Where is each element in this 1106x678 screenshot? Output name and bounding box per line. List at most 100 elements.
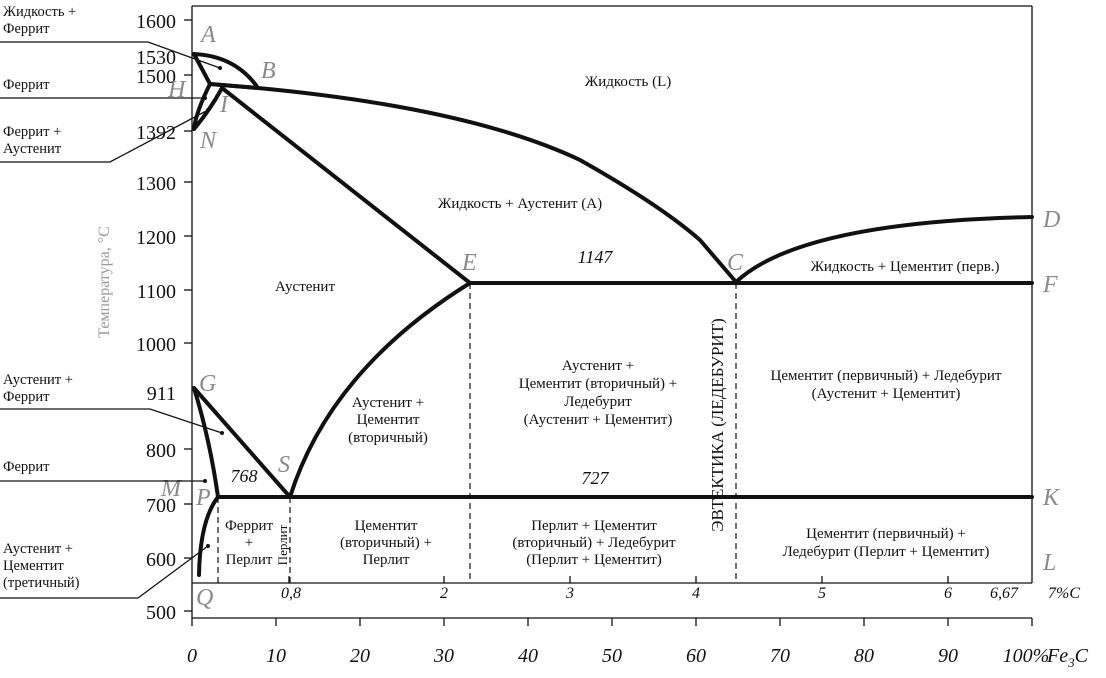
point-label: C — [727, 250, 744, 276]
phase-label: Жидкость + Аустенит (A) — [438, 196, 602, 212]
phase-label: Аустенит — [275, 279, 336, 295]
side-label: Аустенит + — [3, 372, 73, 388]
phase-label: (вторичный) — [348, 430, 428, 446]
phase-label: Перлит — [363, 552, 410, 568]
point-label: H — [167, 77, 187, 103]
point-label: A — [199, 22, 216, 48]
x-tick-label: 20 — [350, 645, 370, 667]
y-tick-label: 1100 — [137, 281, 176, 303]
temp-label: 768 — [231, 466, 258, 486]
temp-label: 727 — [582, 468, 610, 488]
y-tick-label: 1300 — [136, 173, 176, 195]
point-labels: A B H I N E C D F G S M P K L Q — [160, 22, 1061, 611]
side-label: (третичный) — [3, 575, 80, 591]
carbon-tick-label: 0,8 — [281, 585, 301, 602]
y-tick-label: 1600 — [136, 11, 176, 33]
y-axis-label: Температура, °C — [96, 226, 113, 338]
x-tick-label: 40 — [518, 645, 538, 667]
temperature-labels: 1147 768 727 — [231, 247, 614, 488]
phase-label: Аустенит + — [352, 395, 424, 411]
phase-label: Ледебурит — [564, 394, 632, 410]
pearlite-label: Перлит — [275, 524, 290, 565]
phase-label: Цементит — [355, 518, 418, 534]
phase-label: Цементит (первичный) + — [806, 526, 966, 542]
carbon-tick-label: 3 — [565, 585, 574, 602]
phase-label: Жидкость (L) — [585, 74, 671, 90]
y-axis-ticks — [184, 19, 192, 612]
carbon-tick-label: 2 — [440, 585, 448, 602]
phase-label: Цементит (первичный) + Ледебурит — [771, 368, 1002, 384]
liquidus-A-B — [192, 52, 260, 90]
side-label: Феррит — [3, 21, 50, 37]
x-tick-label: 70 — [770, 645, 790, 667]
phase-label: (Аустенит + Цементит) — [812, 386, 961, 402]
y-tick-label: 600 — [146, 549, 176, 571]
carbon-scale-labels: 0,8 2 3 4 5 6 6,67 7%C — [281, 585, 1080, 602]
x-tick-labels: 0 10 20 30 40 50 60 70 80 90 100% — [187, 645, 1049, 667]
phase-labels: Жидкость (L) Жидкость + Аустенит (A) Жид… — [225, 74, 1002, 568]
leader-lines — [0, 41, 223, 599]
liquidus-B-C — [208, 82, 738, 284]
point-label: S — [278, 452, 290, 478]
point-label: G — [199, 371, 216, 397]
phase-label: (Перлит + Цементит) — [526, 552, 662, 568]
solidus-A-H — [192, 52, 212, 86]
point-label: D — [1042, 207, 1060, 233]
side-label: Цементит — [3, 558, 64, 574]
line-G-S — [192, 386, 292, 499]
x-tick-label: 50 — [602, 645, 622, 667]
point-label: Q — [196, 585, 213, 611]
point-label: I — [219, 92, 229, 118]
temp-label: 1147 — [578, 247, 614, 267]
x-axis-ticks — [191, 618, 1033, 626]
y-tick-label: 1000 — [136, 334, 176, 356]
phase-label: (вторичный) + Ледебурит — [512, 535, 676, 551]
x-tick-label: 0 — [187, 645, 197, 667]
y-tick-label: 1200 — [136, 227, 176, 249]
solidus-I-E — [220, 86, 472, 285]
point-label: K — [1042, 485, 1061, 511]
side-label: Феррит — [3, 389, 50, 405]
x-tick-label: 100% — [1003, 645, 1050, 667]
y-tick-label: 700 — [146, 495, 176, 517]
phase-label: Перлит — [226, 552, 273, 568]
line-P-Q — [197, 495, 220, 577]
point-label: N — [199, 128, 218, 154]
point-label: M — [160, 476, 183, 502]
phase-label: Жидкость + Цементит (перв.) — [810, 259, 999, 275]
side-label: Феррит — [3, 459, 50, 475]
phase-label: Аустенит + — [562, 358, 634, 374]
phase-label: Цементит — [357, 412, 420, 428]
side-label: Феррит — [3, 77, 50, 93]
line-G-P — [192, 386, 220, 499]
side-label: Аустенит + — [3, 541, 73, 557]
y-tick-label: 1392 — [136, 122, 176, 144]
y-tick-label: 800 — [146, 440, 176, 462]
leader-dots — [203, 66, 224, 548]
side-label: Жидкость + — [3, 4, 76, 20]
carbon-scale-ticks — [288, 576, 949, 583]
liquidus-C-D — [734, 215, 1034, 284]
phase-label: (вторичный) + — [340, 535, 432, 551]
carbon-tick-label: 6,67 — [990, 585, 1019, 602]
side-label: Аустенит — [3, 141, 62, 157]
x-tick-label: 30 — [433, 645, 454, 667]
y-tick-label: 911 — [147, 383, 176, 405]
x-tick-label: 90 — [938, 645, 958, 667]
x-tick-label: 10 — [266, 645, 286, 667]
phase-label: Ледебурит (Перлит + Цементит) — [783, 544, 990, 560]
y-tick-label: 500 — [146, 602, 176, 624]
x-tick-label: 60 — [686, 645, 706, 667]
phase-label: Феррит — [225, 518, 274, 534]
carbon-tick-label: 5 — [818, 585, 826, 602]
carbon-tick-label: 7%C — [1048, 585, 1080, 602]
peritectic-HIB — [208, 82, 260, 90]
y-tick-label: 1500 — [136, 66, 176, 88]
eutectic-label: ЭВТЕКТИКА (ЛЕДЕБУРИТ) — [708, 318, 727, 532]
phase-label: + — [245, 535, 253, 551]
line-E-S — [288, 281, 472, 499]
carbon-tick-label: 6 — [944, 585, 952, 602]
point-label: B — [261, 58, 276, 84]
y-tick-labels: 1600 1530 1500 1392 1300 1200 1100 1000 … — [136, 11, 176, 624]
